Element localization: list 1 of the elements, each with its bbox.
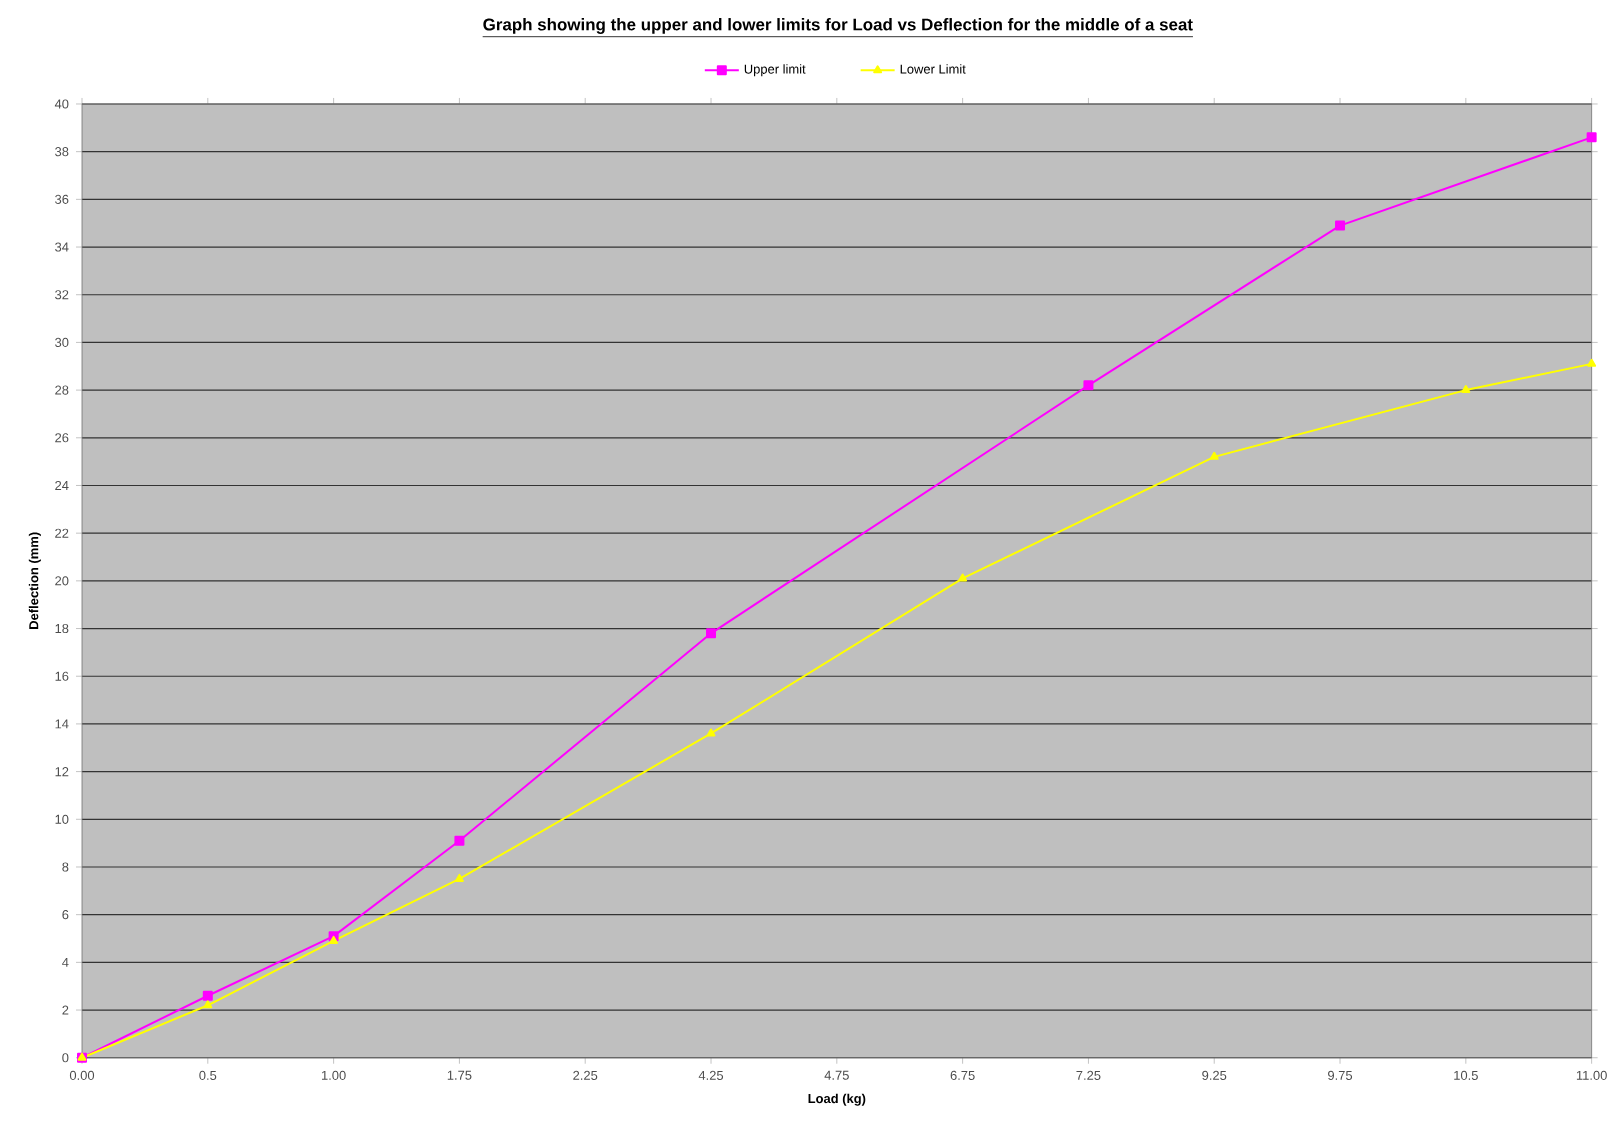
chart-title: Graph showing the upper and lower limits for Load vs Deflection for the middle of a seat bbox=[483, 18, 1193, 35]
